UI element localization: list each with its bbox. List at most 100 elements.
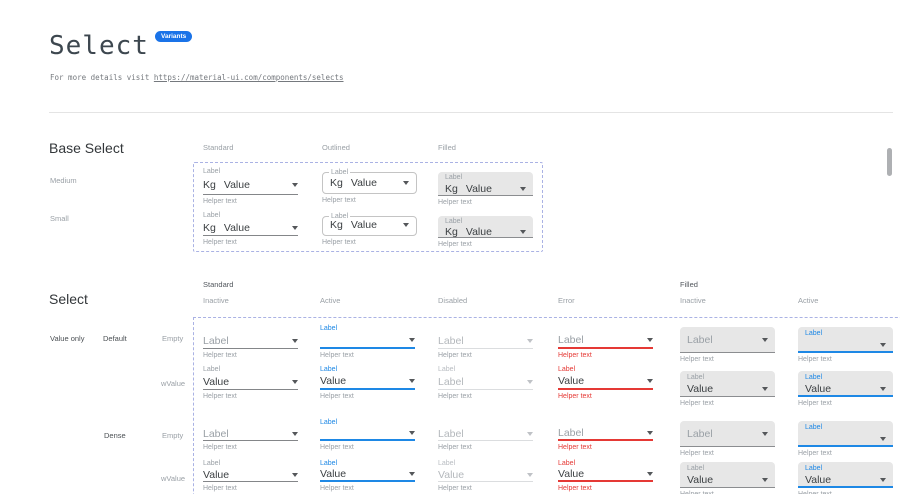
filled-box: Label Kg Value	[438, 216, 533, 238]
select-standard-error[interactable]: Label Value Helper text	[558, 366, 653, 400]
base-select-standard-medium[interactable]: Label Kg Value Helper text	[203, 168, 298, 205]
dropdown-arrow-icon	[647, 379, 653, 383]
select-label	[438, 325, 533, 333]
select-filled-inactive[interactable]: Label Helper text	[680, 419, 775, 457]
select-value: Kg Value	[330, 219, 377, 231]
select-value: Kg Value	[445, 182, 492, 195]
select-value-row: Value	[687, 382, 768, 396]
select-standard-inactive[interactable]: Label Helper text	[203, 325, 298, 359]
dropdown-arrow-icon	[409, 472, 415, 476]
select-value-row: Label	[558, 333, 653, 349]
select-value-row: Value	[687, 473, 768, 487]
helper-text: Helper text	[558, 444, 592, 451]
state-header-active: Active	[320, 296, 341, 305]
select-filled-inactive[interactable]: Label Value Helper text	[680, 366, 775, 407]
dropdown-arrow-icon	[762, 478, 768, 482]
dropdown-arrow-icon	[527, 379, 533, 384]
row-group-value-only: Value only	[50, 334, 85, 343]
select-value: Kg Value	[445, 226, 492, 238]
select-standard-disabled[interactable]: Label Label Helper text	[438, 366, 533, 400]
select-standard-active[interactable]: Label Helper text	[320, 419, 415, 451]
dropdown-arrow-icon	[647, 472, 653, 476]
dropdown-arrow-icon	[647, 431, 653, 435]
select-standard-inactive[interactable]: Label Value Helper text	[203, 366, 298, 400]
select-label	[558, 325, 653, 333]
select-standard-error[interactable]: Label Helper text	[558, 325, 653, 359]
helper-text: Helper text	[203, 393, 237, 400]
column-header-filled: Filled	[438, 143, 456, 152]
select-label	[203, 419, 298, 427]
select-label: Label	[805, 330, 823, 337]
select-filled-inactive[interactable]: Label Helper text	[680, 325, 775, 363]
helper-text: Helper text	[322, 197, 356, 204]
select-value-row: Kg Value	[330, 173, 409, 193]
select-value: Label	[558, 334, 584, 346]
select-standard-active[interactable]: Label Value Helper text	[320, 460, 415, 492]
select-standard-active[interactable]: Label Helper text	[320, 325, 415, 359]
base-select-standard-small[interactable]: Label Kg Value Helper text	[203, 212, 298, 246]
select-value-row: Label	[203, 333, 298, 349]
select-label	[438, 419, 533, 427]
scrollbar-thumb[interactable]	[887, 148, 892, 176]
dropdown-arrow-icon	[403, 181, 409, 185]
select-filled-active[interactable]: Label Helper text	[798, 325, 893, 363]
select-value: Value	[687, 474, 714, 486]
header-divider	[49, 112, 893, 113]
select-value-row: Value	[558, 468, 653, 482]
dropdown-arrow-icon	[292, 183, 298, 187]
select-standard-error[interactable]: Label Value Helper text	[558, 460, 653, 492]
base-select-filled-small[interactable]: Label Kg Value Helper text	[438, 212, 533, 248]
dropdown-arrow-icon	[292, 472, 298, 477]
dropdown-arrow-icon	[880, 477, 886, 482]
select-standard-inactive[interactable]: Label Value Helper text	[203, 460, 298, 492]
helper-text: Helper text	[680, 400, 714, 407]
dropdown-arrow-icon	[409, 338, 415, 342]
select-value: Label	[438, 334, 464, 347]
state-header-inactive: Inactive	[203, 296, 229, 305]
select-value-row: Label	[438, 427, 533, 441]
select-standard-error[interactable]: Label Helper text	[558, 419, 653, 451]
dropdown-arrow-icon	[880, 342, 886, 347]
row-header-empty: Empty	[162, 334, 184, 343]
select-label: Label	[203, 460, 221, 467]
select-label: Label	[203, 212, 221, 219]
helper-text: Helper text	[203, 444, 237, 451]
select-standard-disabled[interactable]: Label Helper text	[438, 325, 533, 359]
select-filled-active[interactable]: Label Helper text	[798, 419, 893, 457]
select-filled-inactive[interactable]: Label Value Helper text	[680, 460, 775, 494]
base-select-filled-medium[interactable]: Label Kg Value Helper text	[438, 168, 533, 206]
select-standard-disabled[interactable]: Label Helper text	[438, 419, 533, 451]
select-standard-disabled[interactable]: Label Value Helper text	[438, 460, 533, 492]
helper-text: Helper text	[203, 485, 237, 492]
select-standard-inactive[interactable]: Label Helper text	[203, 419, 298, 451]
select-value-row: Value	[805, 473, 886, 486]
select-value: Kg Value	[203, 221, 250, 234]
row-header-dense: Dense	[104, 431, 126, 440]
dropdown-arrow-icon	[527, 431, 533, 436]
state-header-disabled: Disabled	[438, 296, 468, 305]
base-select-frame	[193, 162, 543, 252]
helper-text: Helper text	[558, 352, 592, 359]
group-header-filled: Filled	[680, 280, 698, 289]
docs-link[interactable]: https://material-ui.com/components/selec…	[153, 73, 344, 82]
dropdown-arrow-icon	[292, 225, 298, 230]
select-value: Value	[558, 375, 585, 387]
base-select-outlined-small[interactable]: Label Kg Value Helper text	[322, 212, 417, 246]
select-value-row	[320, 333, 415, 349]
select-heading: Select	[49, 291, 88, 307]
select-value-row: Value	[438, 468, 533, 482]
select-label: Label	[320, 366, 338, 373]
dropdown-arrow-icon	[527, 338, 533, 343]
select-standard-active[interactable]: Label Value Helper text	[320, 366, 415, 400]
select-label: Label	[203, 366, 221, 373]
dropdown-arrow-icon	[292, 379, 298, 384]
helper-text: Helper text	[320, 393, 354, 400]
select-value-row: Kg Value	[445, 182, 526, 195]
dropdown-arrow-icon	[762, 387, 768, 391]
base-select-outlined-medium[interactable]: Label Kg Value Helper text	[322, 168, 417, 204]
row-header-wvalue: wValue	[161, 474, 186, 483]
select-label: Label	[687, 465, 705, 472]
dropdown-arrow-icon	[409, 431, 415, 435]
